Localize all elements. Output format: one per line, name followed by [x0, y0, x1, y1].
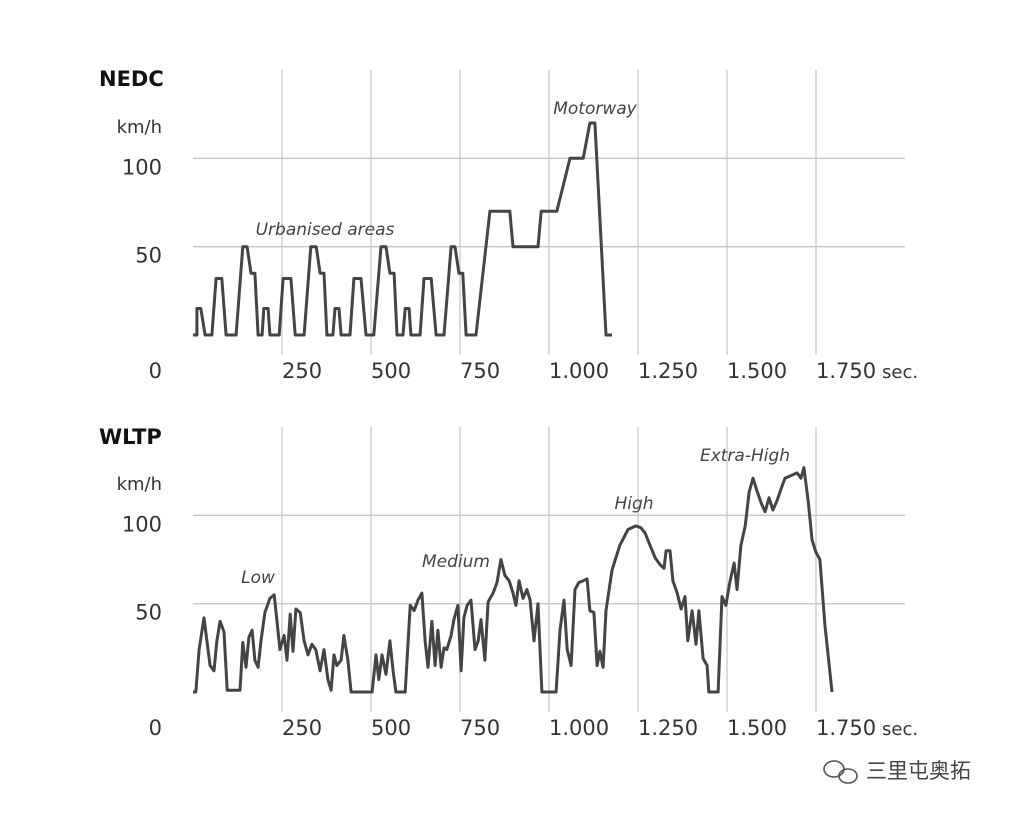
- x-tick-label: 500: [371, 716, 411, 740]
- annotation: Medium: [422, 552, 490, 572]
- x-tick-label: 750: [460, 359, 500, 383]
- x-tick-label: 1.750: [816, 359, 876, 383]
- x-tick-label: 1.500: [727, 359, 787, 383]
- chart-title: WLTP: [99, 425, 162, 449]
- speed-line: [193, 466, 834, 694]
- x-tick-label: 500: [371, 359, 411, 383]
- x-tick-label: 1.250: [638, 359, 698, 383]
- y-axis-label: km/h: [117, 474, 162, 495]
- x-tick-label: 750: [460, 716, 500, 740]
- speed-line: [193, 121, 612, 337]
- annotation: Low: [241, 568, 275, 588]
- annotation: Extra-High: [700, 446, 790, 466]
- x-tick-label: 1.250: [638, 716, 698, 740]
- x-tick-label: 1.750: [816, 716, 876, 740]
- y-tick-label: 100: [122, 512, 162, 536]
- y-axis-label: km/h: [117, 117, 162, 138]
- y-tick-label: 100: [122, 155, 162, 179]
- x-tick-label: 1.000: [549, 716, 609, 740]
- y-tick-label: 50: [135, 601, 162, 625]
- x-axis-label: sec.: [882, 719, 918, 740]
- y-tick-label: 50: [135, 244, 162, 268]
- x-axis-label: sec.: [882, 362, 918, 383]
- x-tick-label: 1.500: [727, 716, 787, 740]
- y-tick-label: 0: [149, 716, 162, 740]
- watermark: 三里屯奥拓: [866, 759, 971, 783]
- y-tick-label: 0: [149, 359, 162, 383]
- x-tick-label: 1.000: [549, 359, 609, 383]
- annotation: High: [614, 494, 653, 514]
- annotation: Motorway: [553, 99, 637, 119]
- watermark-icon: [823, 760, 858, 784]
- chart-title: NEDC: [99, 67, 164, 91]
- x-tick-label: 250: [282, 359, 322, 383]
- annotation: Urbanised areas: [256, 220, 395, 240]
- x-tick-label: 250: [282, 716, 322, 740]
